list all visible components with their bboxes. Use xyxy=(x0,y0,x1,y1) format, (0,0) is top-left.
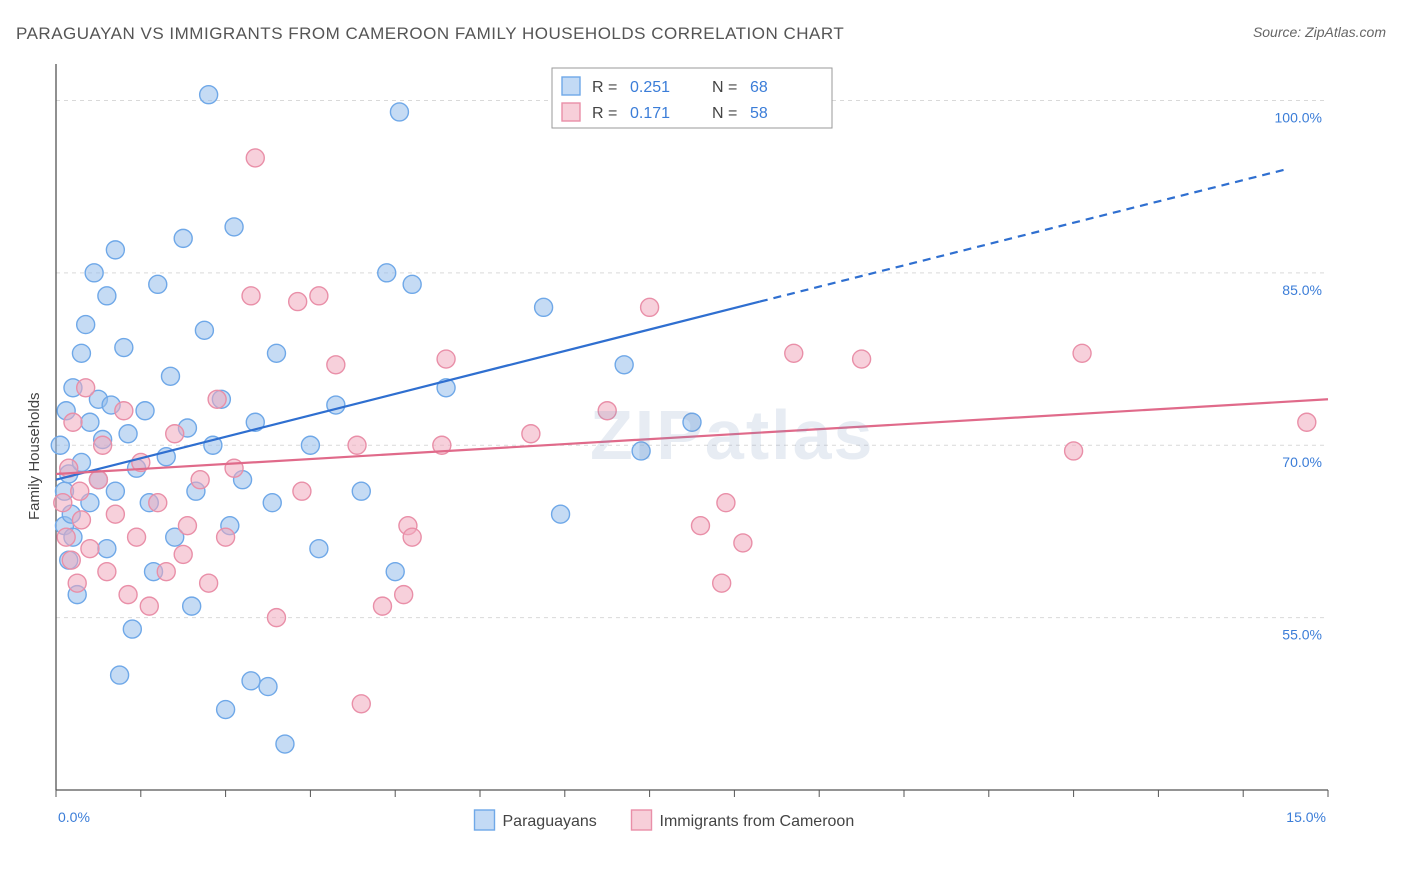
svg-text:70.0%: 70.0% xyxy=(1282,454,1322,470)
svg-text:85.0%: 85.0% xyxy=(1282,282,1322,298)
svg-text:Immigrants from Cameroon: Immigrants from Cameroon xyxy=(660,813,855,830)
svg-text:55.0%: 55.0% xyxy=(1282,627,1322,643)
svg-text:68: 68 xyxy=(750,79,768,96)
svg-text:0.251: 0.251 xyxy=(630,79,670,96)
svg-text:100.0%: 100.0% xyxy=(1275,109,1322,125)
svg-text:N =: N = xyxy=(712,79,737,96)
svg-text:0.171: 0.171 xyxy=(630,105,670,122)
svg-text:Paraguayans: Paraguayans xyxy=(503,813,597,830)
scatter-plot: 55.0% 70.0% 85.0% 100.0% 0.0% 15.0% R = 0.251 N … xyxy=(0,0,1406,892)
svg-text:R =: R = xyxy=(592,105,617,122)
svg-text:R =: R = xyxy=(592,79,617,96)
svg-text:0.0%: 0.0% xyxy=(58,809,90,825)
svg-text:15.0%: 15.0% xyxy=(1286,809,1326,825)
svg-text:N =: N = xyxy=(712,105,737,122)
svg-text:58: 58 xyxy=(750,105,768,122)
